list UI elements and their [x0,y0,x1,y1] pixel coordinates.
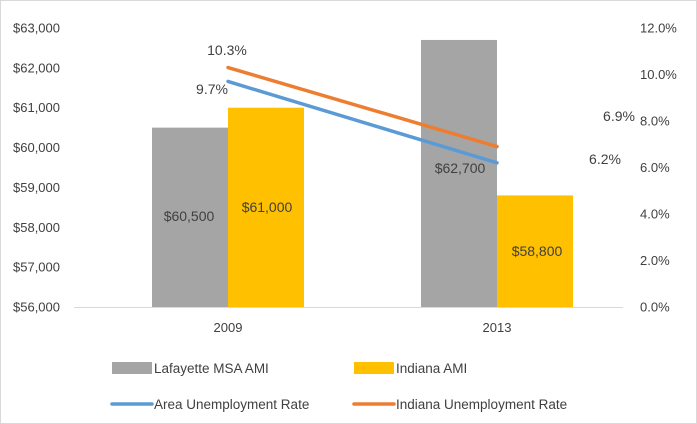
lines-layer [226,65,499,165]
line-data-label: 10.3% [207,42,247,58]
line-data-label: 6.2% [589,151,621,167]
y-left-tick-label: $59,000 [13,180,60,195]
series-line [226,79,499,165]
y-right-tick-label: 0.0% [640,300,670,315]
bar [421,39,497,307]
bar [152,127,228,308]
y-right-tick-label: 10.0% [640,67,677,82]
y-left-tick-label: $61,000 [13,100,60,115]
bar-data-label: $62,700 [435,160,486,176]
bar-data-label: $60,500 [164,208,215,224]
series-line [226,65,499,149]
bars-layer [152,39,573,308]
y-left-tick-label: $56,000 [13,300,60,315]
y-right-tick-label: 2.0% [640,253,670,268]
legend-swatch [354,362,394,374]
bar-data-label: $58,800 [512,243,563,259]
y-left-tick-label: $58,000 [13,220,60,235]
bar-data-label: $61,000 [242,199,293,215]
y-right-tick-label: 4.0% [640,207,670,222]
legend-label: Lafayette MSA AMI [154,361,269,376]
axes-layer: $56,000 $57,000 $58,000 $59,000 $60,000 $61,0… [13,21,677,336]
legend-label: Area Unemployment Rate [154,397,309,412]
legend: Lafayette MSA AMI Indiana AMI Area Unemplo… [110,361,567,412]
x-tick-label: 2009 [214,320,243,335]
x-tick-label: 2013 [483,320,512,335]
bar [497,195,573,307]
y-left-tick-label: $60,000 [13,140,60,155]
y-right-tick-label: 6.0% [640,160,670,175]
y-left-tick-label: $57,000 [13,260,60,275]
data-labels-layer: $60,500 $62,700 $61,000 $58,800 9.7% 6.2% 10.3… [164,42,635,259]
y-right-tick-label: 8.0% [640,114,670,129]
legend-label: Indiana AMI [396,361,467,376]
legend-swatch [112,362,152,374]
legend-label: Indiana Unemployment Rate [396,397,567,412]
y-right-tick-label: 12.0% [640,21,677,36]
line-data-label: 6.9% [603,108,635,124]
y-left-tick-label: $63,000 [13,21,60,36]
bar [228,107,304,307]
line-data-label: 9.7% [196,81,228,97]
y-left-tick-label: $62,000 [13,60,60,75]
